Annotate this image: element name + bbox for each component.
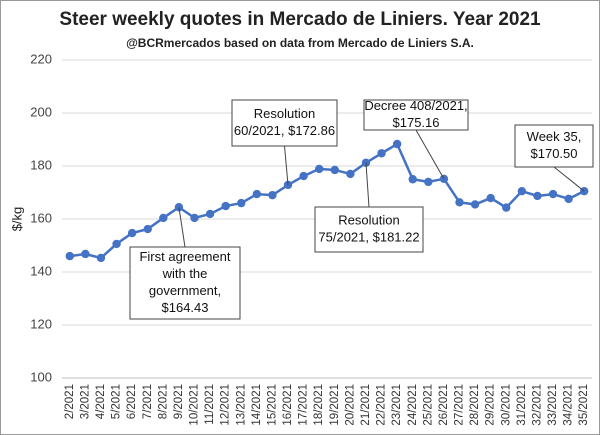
- x-tick-label: 6/2021: [126, 384, 138, 419]
- chart-subtitle: @BCRmercados based on data from Mercado …: [126, 36, 474, 50]
- x-tick-label: 26/2021: [438, 384, 450, 426]
- x-tick-label: 8/2021: [157, 384, 169, 419]
- annotation-leader: [415, 129, 445, 180]
- x-tick-label: 24/2021: [407, 384, 419, 426]
- annotation-text: $170.50: [531, 146, 578, 161]
- x-tick-label: 20/2021: [344, 384, 356, 426]
- series-line: [69, 142, 585, 260]
- point: [315, 164, 324, 174]
- point: [112, 239, 121, 249]
- point: [237, 198, 246, 208]
- x-tick-label: 35/2021: [578, 384, 590, 426]
- x-tick-label: 33/2021: [547, 384, 559, 426]
- x-tick-label: 18/2021: [313, 384, 325, 426]
- x-tick-label: 16/2021: [282, 384, 294, 426]
- x-tick-label: 29/2021: [485, 384, 497, 426]
- annotation-text: Resolution: [338, 212, 399, 227]
- x-tick-label: 32/2021: [531, 384, 543, 426]
- x-tick-label: 2/2021: [64, 384, 76, 419]
- x-tick-label: 22/2021: [376, 384, 388, 426]
- annotation-text: with the: [162, 266, 208, 281]
- x-tick-label: 9/2021: [173, 384, 185, 419]
- annotation-leader: [553, 166, 585, 192]
- annotation-text: Decree 408/2021,: [364, 98, 467, 113]
- point: [190, 213, 199, 223]
- annotation-text: $175.16: [393, 115, 440, 130]
- annotation-box: [129, 246, 241, 320]
- point: [424, 177, 433, 187]
- point: [346, 169, 355, 179]
- x-tick-label: 5/2021: [111, 384, 123, 419]
- y-tick-label: 220: [30, 51, 52, 66]
- x-tick-label: 4/2021: [95, 384, 107, 419]
- x-tick-label: 7/2021: [142, 384, 154, 419]
- annotation-leader: [284, 145, 289, 185]
- chart-title: Steer weekly quotes in Mercado de Linier…: [59, 9, 541, 30]
- annotation-text: First agreement: [139, 249, 230, 264]
- point: [470, 200, 480, 209]
- x-tick-label: 34/2021: [563, 384, 575, 426]
- y-tick-label: 180: [30, 157, 52, 172]
- annotation-text: 60/2021, $172.86: [234, 123, 335, 138]
- point: [159, 213, 168, 223]
- point: [221, 201, 230, 211]
- x-tick-label: 12/2021: [220, 384, 232, 426]
- y-tick-label: 100: [30, 369, 52, 384]
- point: [455, 198, 464, 207]
- annotation-leader: [178, 207, 186, 248]
- annotation-text: Resolution: [254, 106, 315, 121]
- annotation-text: $164.43: [162, 300, 209, 315]
- x-tick-label: 14/2021: [251, 384, 263, 426]
- point: [486, 193, 495, 203]
- x-tick-label: 23/2021: [391, 384, 403, 426]
- point: [252, 189, 262, 199]
- x-tick-label: 15/2021: [266, 384, 278, 426]
- point: [65, 251, 74, 261]
- annotation-box: [231, 99, 338, 147]
- annotation-box: [363, 99, 469, 131]
- point: [564, 194, 573, 204]
- point: [143, 224, 152, 234]
- x-tick-label: 25/2021: [422, 384, 434, 426]
- x-tick-label: 17/2021: [298, 384, 310, 426]
- annotation-text: government,: [149, 283, 221, 298]
- point: [330, 165, 339, 175]
- x-tick-label: 31/2021: [516, 384, 528, 426]
- point: [408, 175, 417, 184]
- x-tick-label: 27/2021: [454, 384, 466, 426]
- point: [205, 209, 215, 219]
- x-tick-label: 3/2021: [79, 384, 91, 419]
- y-tick-label: 200: [30, 104, 52, 119]
- x-tick-label: 21/2021: [360, 384, 372, 426]
- point: [96, 253, 106, 263]
- point: [392, 139, 402, 149]
- point: [299, 171, 308, 181]
- x-tick-label: 10/2021: [189, 384, 201, 426]
- annotation-leader: [365, 162, 370, 208]
- x-tick-label: 30/2021: [500, 384, 512, 426]
- y-axis-label: $/kg: [9, 207, 24, 232]
- y-tick-label: 160: [30, 210, 52, 225]
- x-tick-label: 13/2021: [235, 384, 247, 426]
- annotation-text: Week 35,: [527, 129, 582, 144]
- x-tick-label: 19/2021: [329, 384, 341, 426]
- point: [502, 203, 511, 212]
- annotation-text: 75/2021, $181.22: [318, 229, 419, 244]
- point: [517, 186, 527, 196]
- annotation-box: [314, 206, 424, 253]
- y-tick-label: 120: [30, 316, 52, 331]
- x-tick-label: 28/2021: [469, 384, 481, 426]
- point: [377, 149, 386, 158]
- x-tick-label: 11/2021: [204, 384, 216, 425]
- point: [81, 249, 90, 259]
- point: [533, 191, 542, 201]
- point: [127, 228, 137, 238]
- point: [548, 189, 558, 199]
- annotation-box: [514, 124, 594, 168]
- y-tick-label: 140: [30, 263, 52, 278]
- point: [268, 190, 277, 200]
